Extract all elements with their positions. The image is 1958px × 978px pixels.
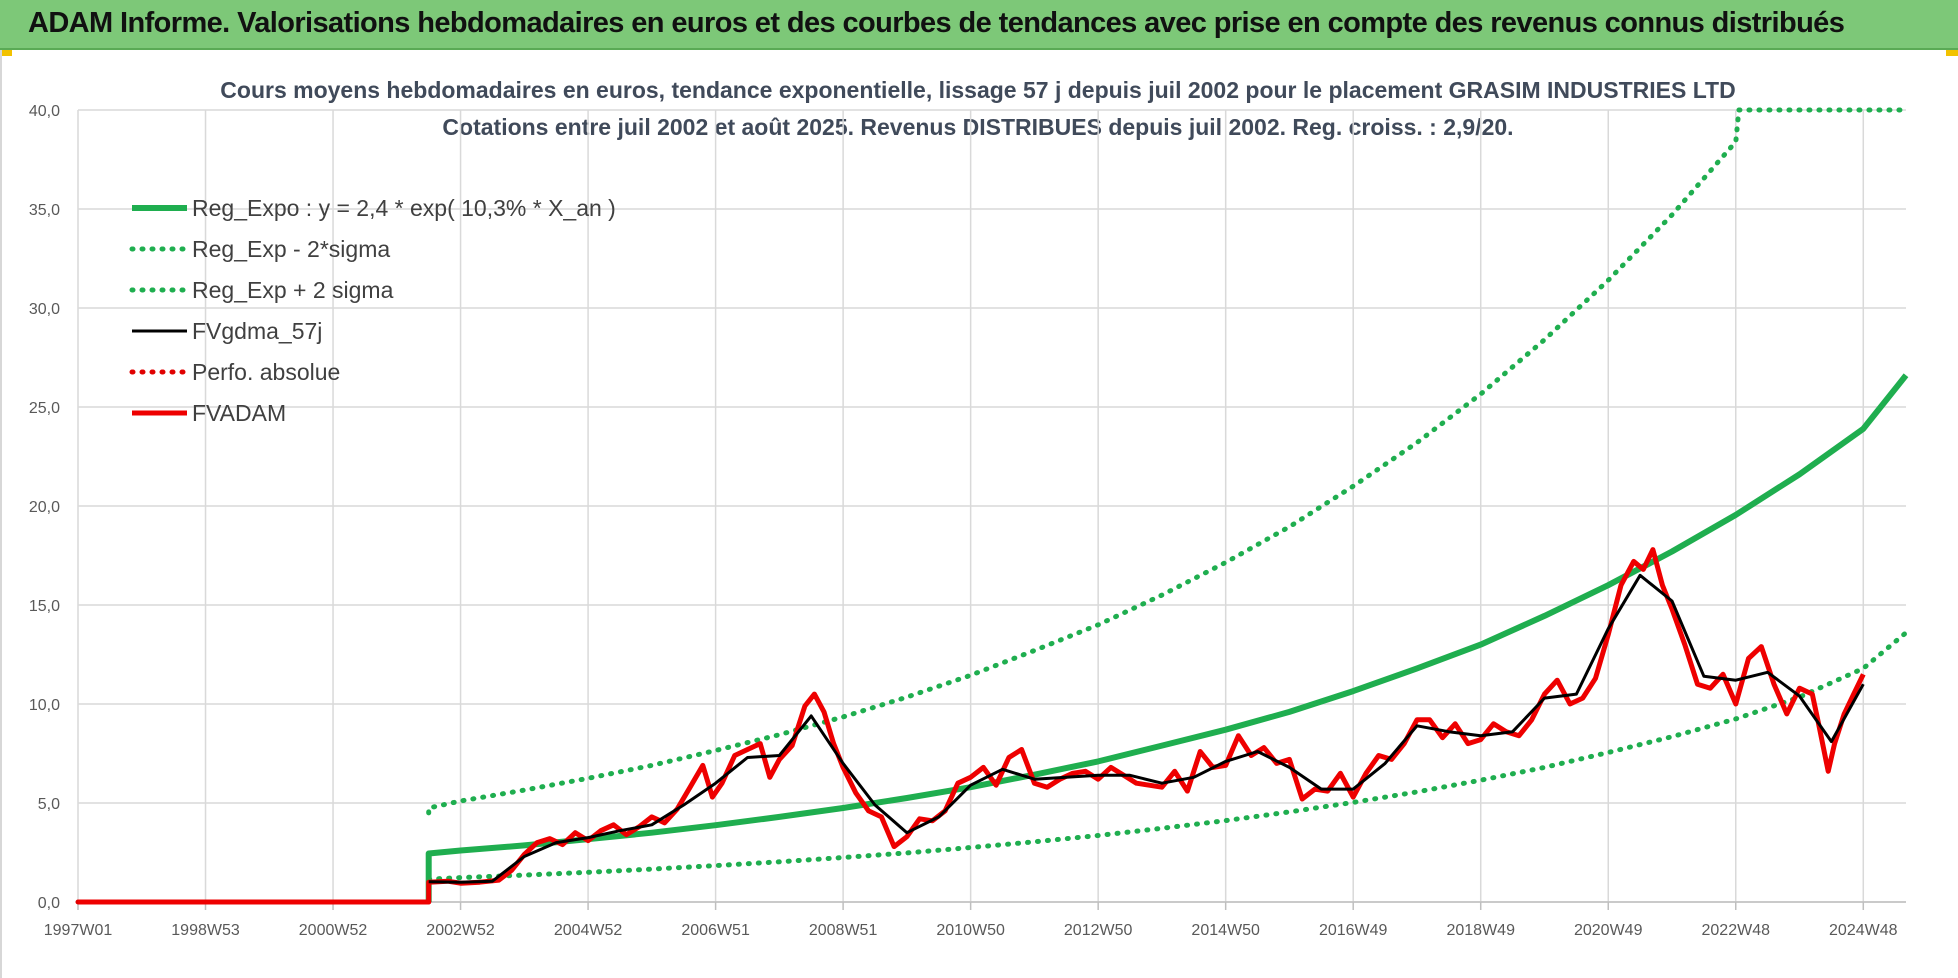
x-tick-label: 1998W53 bbox=[171, 922, 240, 939]
y-tick-label: 30,0 bbox=[29, 301, 60, 318]
legend-label: Perfo. absolue bbox=[192, 359, 340, 385]
x-tick-label: 2018W49 bbox=[1446, 922, 1515, 939]
x-tick-label: 1997W01 bbox=[44, 922, 113, 939]
series-line-reg-expo bbox=[425, 373, 1909, 902]
corner-marker bbox=[1946, 50, 1958, 56]
chart-area: Cours moyens hebdomadaires en euros, ten… bbox=[0, 50, 1958, 978]
series-line-fvadam bbox=[78, 547, 1866, 905]
legend-label: FVgdma_57j bbox=[192, 318, 322, 344]
y-tick-label: 20,0 bbox=[29, 499, 60, 516]
y-tick-label: 40,0 bbox=[29, 103, 60, 120]
page-title: ADAM Informe. Valorisations hebdomadaire… bbox=[28, 7, 1845, 39]
y-tick-label: 35,0 bbox=[29, 202, 60, 219]
x-tick-label: 2008W51 bbox=[809, 922, 878, 939]
series-line-reg-exp-plus bbox=[426, 107, 1909, 816]
x-tick-label: 2024W48 bbox=[1829, 922, 1898, 939]
y-tick-label: 25,0 bbox=[29, 400, 60, 417]
legend-label: Reg_Exp - 2*sigma bbox=[192, 236, 390, 262]
legend-label: FVADAM bbox=[192, 400, 286, 426]
header-banner: ADAM Informe. Valorisations hebdomadaire… bbox=[0, 0, 1958, 50]
x-tick-label: 2002W52 bbox=[426, 922, 495, 939]
line-chart: Cours moyens hebdomadaires en euros, ten… bbox=[29, 77, 1909, 939]
x-tick-label: 2004W52 bbox=[554, 922, 623, 939]
x-tick-label: 2010W50 bbox=[936, 922, 1005, 939]
y-tick-label: 0,0 bbox=[38, 895, 60, 912]
x-tick-label: 2006W51 bbox=[681, 922, 750, 939]
x-tick-label: 2022W48 bbox=[1702, 922, 1771, 939]
y-tick-label: 5,0 bbox=[38, 796, 60, 813]
y-tick-label: 15,0 bbox=[29, 598, 60, 615]
series-line-reg-exp-minus bbox=[426, 630, 1909, 882]
corner-marker bbox=[0, 50, 12, 56]
x-tick-label: 2000W52 bbox=[299, 922, 368, 939]
y-tick-label: 10,0 bbox=[29, 697, 60, 714]
series-line-fvgdma-57j bbox=[428, 573, 1865, 884]
x-tick-label: 2014W50 bbox=[1191, 922, 1260, 939]
chart-title: Cours moyens hebdomadaires en euros, ten… bbox=[220, 77, 1735, 103]
x-tick-label: 2016W49 bbox=[1319, 922, 1388, 939]
x-tick-label: 2012W50 bbox=[1064, 922, 1133, 939]
legend-label: Reg_Exp + 2 sigma bbox=[192, 277, 394, 303]
legend-label: Reg_Expo : y = 2,4 * exp( 10,3% * X_an ) bbox=[192, 195, 616, 221]
chart-subtitle: Cotations entre juil 2002 et août 2025. … bbox=[442, 114, 1513, 140]
x-tick-label: 2020W49 bbox=[1574, 922, 1643, 939]
